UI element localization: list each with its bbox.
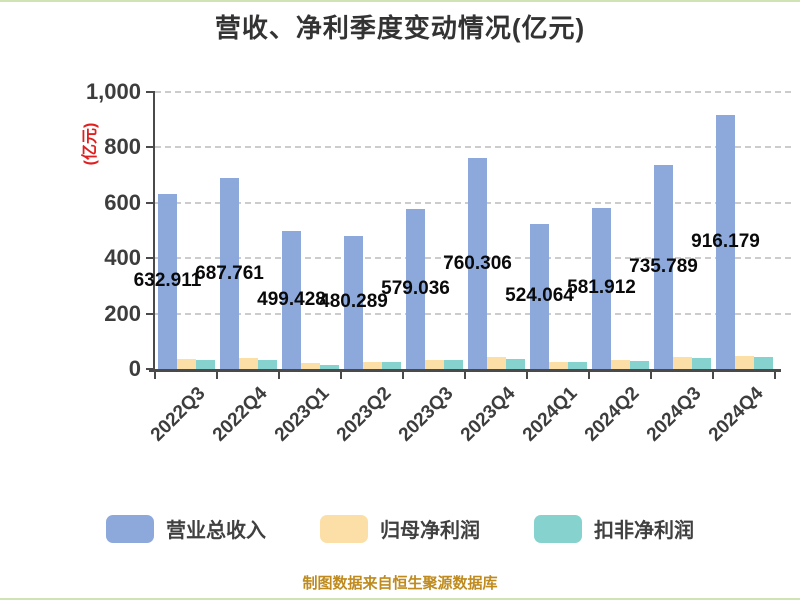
bar-扣非净利润-2023Q3 [444,359,463,369]
legend-label-total-revenue: 营业总收入 [166,520,266,542]
x-axis-line [149,369,781,372]
x-tick-mark [216,372,218,379]
x-tick-label-2023Q3: 2023Q3 [395,383,458,446]
x-tick-mark [588,372,590,379]
y-gridline [155,146,791,149]
value-label-2022Q4: 687.761 [195,262,264,284]
legend-swatch-net-profit [320,514,368,543]
bar-营业总收入-2022Q3 [158,193,177,369]
bar-扣非净利润-2023Q2 [382,362,401,369]
bar-营业总收入-2023Q1 [282,230,301,369]
value-label-2024Q4: 916.179 [691,231,760,253]
bar-扣非净利润-2024Q4 [754,357,773,369]
bar-归母净利润-2024Q2 [611,360,630,369]
x-tick-mark [340,372,342,379]
bar-归母净利润-2023Q3 [425,359,444,369]
bar-归母净利润-2024Q4 [735,355,754,369]
y-tick-mark [146,201,155,204]
bar-归母净利润-2023Q1 [301,363,320,369]
x-tick-label-2024Q2: 2024Q2 [581,383,644,446]
bar-归母净利润-2024Q3 [673,357,692,369]
value-label-2024Q2: 581.912 [567,277,636,299]
x-tick-mark [278,372,280,379]
bar-扣非净利润-2024Q2 [630,360,649,369]
value-label-2024Q1: 524.064 [505,285,574,307]
bar-营业总收入-2023Q4 [468,158,487,369]
x-tick-label-2024Q1: 2024Q1 [519,383,582,446]
x-tick-label-2024Q3: 2024Q3 [643,383,706,446]
value-label-2022Q3: 632.911 [133,270,202,292]
bar-扣非净利润-2024Q1 [568,361,587,369]
y-tick-mark [146,257,155,260]
bar-归母净利润-2023Q2 [363,361,382,369]
y-tick-mark [146,91,155,93]
bar-归母净利润-2022Q4 [239,358,258,369]
bar-归母净利润-2023Q4 [487,357,506,369]
bar-营业总收入-2024Q1 [530,223,549,369]
y-tick-label: 0 [128,356,141,381]
bar-营业总收入-2022Q4 [220,178,239,369]
value-label-2024Q3: 735.789 [629,256,698,278]
bar-营业总收入-2024Q2 [592,207,611,369]
value-label-2023Q3: 579.036 [381,277,450,299]
y-axis-line [153,92,155,371]
x-tick-label-2023Q2: 2023Q2 [333,383,396,446]
legend-swatch-total-revenue [106,514,154,543]
bar-营业总收入-2024Q3 [654,165,673,369]
bar-营业总收入-2024Q4 [716,115,735,369]
x-tick-mark [712,372,714,379]
y-tick-label: 600 [104,189,141,215]
x-tick-label-2023Q4: 2023Q4 [457,383,520,446]
bar-营业总收入-2023Q2 [344,235,363,369]
bar-扣非净利润-2023Q1 [320,364,339,369]
legend-item-total-revenue[interactable]: 营业总收入 [106,514,266,543]
legend-item-net-profit[interactable]: 归母净利润 [320,514,480,543]
bar-扣非净利润-2024Q3 [692,358,711,369]
legend-item-non-gaap-profit[interactable]: 扣非净利润 [534,514,694,543]
x-tick-label-2024Q4: 2024Q4 [705,383,768,446]
y-tick-mark [146,312,155,315]
value-label-2023Q2: 480.289 [319,291,388,313]
x-tick-mark [650,372,652,379]
value-label-2023Q1: 499.428 [257,288,326,310]
x-tick-label-2022Q4: 2022Q4 [209,383,272,446]
y-tick-label: 1,000 [85,79,141,104]
legend-label-net-profit: 归母净利润 [380,520,480,542]
legend-swatch-non-gaap-profit [534,514,582,543]
bar-营业总收入-2023Q3 [406,208,425,369]
chart-title: 营收、净利季度变动情况(亿元) [214,13,586,43]
bar-归母净利润-2024Q1 [549,361,568,369]
x-tick-label-2023Q1: 2023Q1 [271,383,334,446]
bar-归母净利润-2022Q3 [177,359,196,369]
bar-扣非净利润-2023Q4 [506,358,525,369]
data-source-note: 制图数据来自恒生聚源数据库 [302,575,498,592]
x-tick-label-2022Q3: 2022Q3 [147,383,210,446]
x-tick-mark [526,372,528,379]
y-gridline [155,91,791,93]
y-tick-label: 400 [104,245,141,271]
x-tick-mark [154,372,156,379]
y-tick-label: 800 [104,134,141,160]
bar-扣非净利润-2022Q4 [258,359,277,369]
y-axis-name: (亿元) [82,122,99,166]
legend: 营业总收入 归母净利润 扣非净利润 [0,514,800,543]
bar-扣非净利润-2022Q3 [196,359,215,369]
value-label-2023Q4: 760.306 [443,252,512,274]
x-tick-mark [774,372,776,379]
legend-label-non-gaap-profit: 扣非净利润 [594,520,694,542]
y-tick-label: 200 [104,300,141,326]
x-tick-mark [464,372,466,379]
x-tick-mark [402,372,404,379]
y-tick-mark [146,146,155,149]
